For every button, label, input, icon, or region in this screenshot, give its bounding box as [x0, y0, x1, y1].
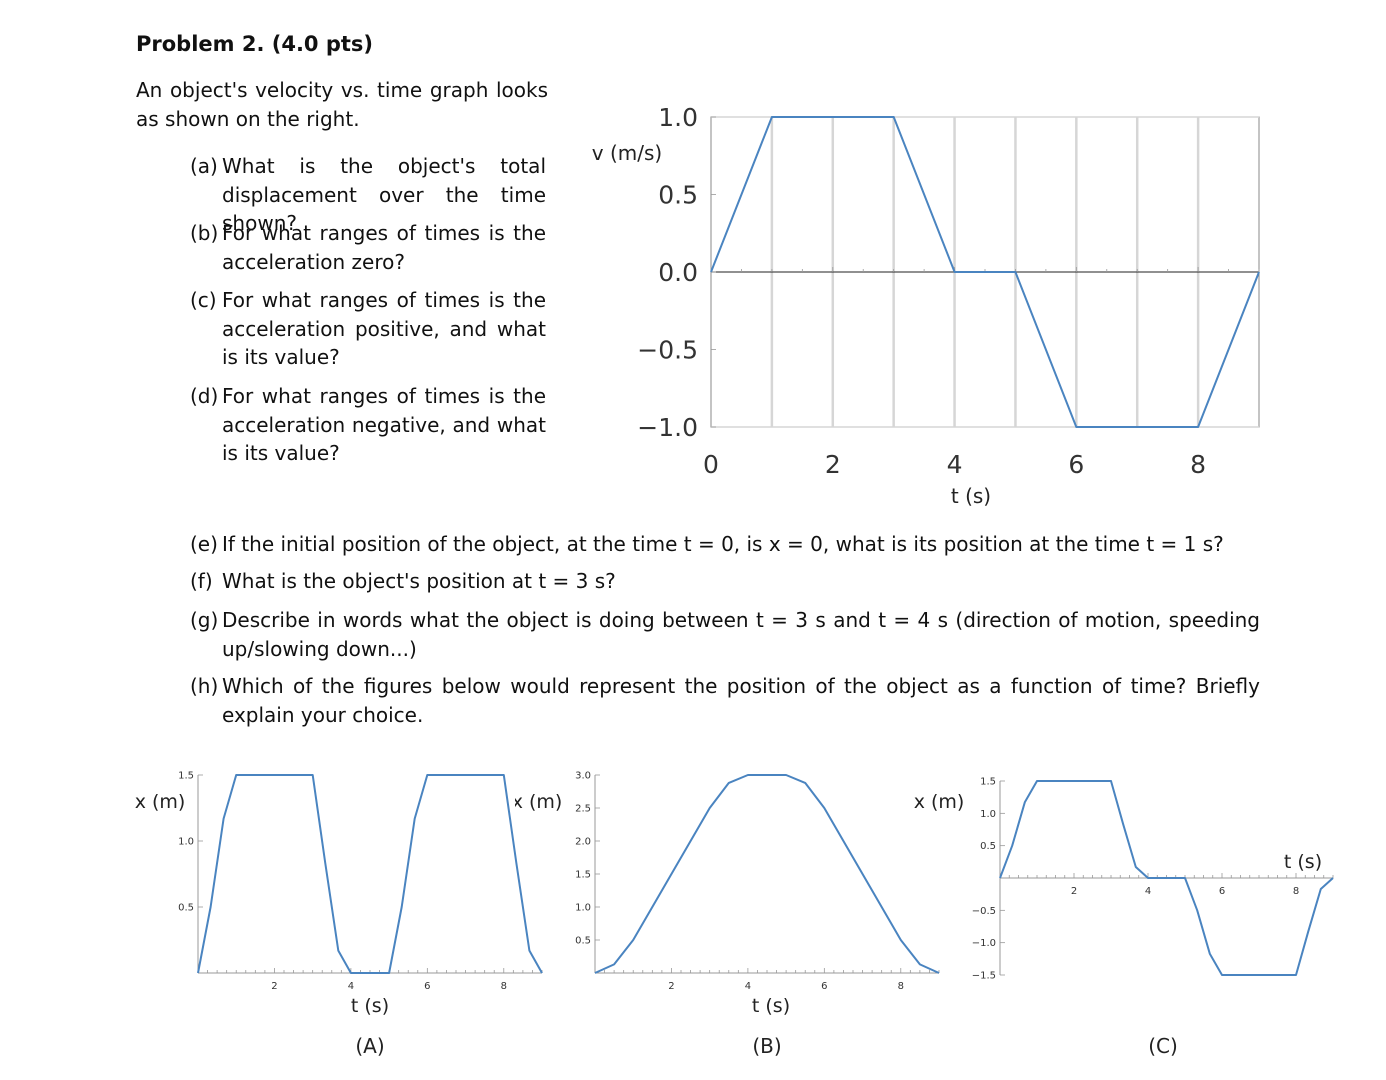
- x-tick-label: 2: [271, 981, 277, 992]
- y-tick-label: 1.0: [178, 837, 194, 848]
- question-f: (f) What is the object's position at t =…: [190, 567, 1260, 596]
- y-axis-label: x (m): [515, 791, 562, 813]
- y-tick-label: 1.5: [178, 771, 194, 782]
- question-label: (g): [190, 608, 219, 632]
- x-tick-label: 6: [424, 981, 430, 992]
- series-line: [197, 774, 543, 974]
- x-tick-label: 2: [668, 981, 674, 992]
- x-tick-label: 6: [821, 981, 827, 992]
- chart-caption: (C): [1148, 1034, 1178, 1058]
- position-chart-c: 2 4 6 8 1.5 1.0 0.5 −0.5 −1.0 −1.5 t (s) x (m) (C): [914, 777, 1334, 1058]
- x-tick-label: 0: [703, 450, 719, 479]
- question-g: (g) Describe in words what the object is…: [190, 606, 1260, 663]
- question-text: What is the object's position at t = 3 s…: [222, 569, 616, 593]
- series-line: [594, 774, 940, 974]
- x-axis-label: t (s): [351, 995, 389, 1017]
- y-tick-label: 0.5: [575, 936, 591, 947]
- problem-intro: An object's velocity vs. time graph look…: [136, 78, 548, 131]
- y-tick-label: −1.0: [637, 413, 698, 442]
- question-label: (c): [190, 288, 217, 312]
- position-chart-b: 2 4 6 8 3.0 2.5 2.0 1.5 1.0 0.5 t (s) x (m) (B): [515, 771, 940, 1058]
- y-tick-label: −1.0: [972, 938, 996, 949]
- chart-caption: (B): [752, 1034, 781, 1058]
- question-label: (e): [190, 532, 218, 556]
- x-axis-label: t (s): [951, 484, 991, 508]
- y-tick-label: 0.5: [178, 903, 194, 914]
- x-tick-label: 8: [1190, 450, 1206, 479]
- x-tick-label: 2: [825, 450, 841, 479]
- y-tick-label: 2.5: [575, 804, 591, 815]
- x-tick-label: 6: [1068, 450, 1084, 479]
- question-d: (d) For what ranges of times is the acce…: [190, 382, 546, 468]
- question-text: Describe in words what the object is doi…: [222, 608, 1260, 661]
- x-tick-label: 8: [501, 981, 507, 992]
- question-text: Which of the figures below would represe…: [222, 674, 1260, 727]
- y-tick-label: −0.5: [972, 906, 996, 917]
- x-tick-label: 8: [1293, 886, 1299, 897]
- question-a: (a) What is the object's total displacem…: [190, 152, 546, 238]
- question-text: For what ranges of times is the accelera…: [222, 384, 546, 465]
- question-label: (f): [190, 569, 213, 593]
- y-tick-label: 1.5: [575, 870, 591, 881]
- question-h: (h) Which of the figures below would rep…: [190, 672, 1260, 729]
- question-text: What is the object's total displacement …: [222, 154, 546, 235]
- y-axis-label: x (m): [135, 791, 186, 813]
- x-tick-label: 4: [947, 450, 963, 479]
- y-tick-label: 1.0: [658, 103, 698, 132]
- velocity-time-chart: 0 2 4 6 8 1.0 0.5 0.0 −0.5 −1.0 t (s) v (m/s): [592, 103, 1260, 508]
- y-tick-label: 2.0: [575, 837, 591, 848]
- x-axis-label: t (s): [1284, 851, 1322, 873]
- y-tick-label: 1.0: [575, 903, 591, 914]
- series-line: [999, 780, 1334, 976]
- x-tick-label: 2: [1071, 886, 1077, 897]
- y-tick-label: 0.5: [980, 841, 996, 852]
- question-label: (b): [190, 221, 219, 245]
- question-label: (a): [190, 154, 218, 178]
- question-e: (e) If the initial position of the objec…: [190, 530, 1260, 559]
- question-c: (c) For what ranges of times is the acce…: [190, 286, 546, 372]
- x-tick-label: 4: [1145, 886, 1151, 897]
- y-tick-label: 3.0: [575, 771, 591, 782]
- y-tick-label: −0.5: [637, 335, 698, 364]
- question-b: (b) For what ranges of times is the acce…: [190, 219, 546, 276]
- position-chart-a: 2 4 6 8 1.5 1.0 0.5 t (s) x (m) (A): [135, 771, 543, 1058]
- y-tick-label: −1.5: [972, 971, 996, 982]
- problem-title: Problem 2. (4.0 pts): [136, 32, 374, 56]
- series-line: [710, 116, 1260, 428]
- x-tick-label: 4: [745, 981, 751, 992]
- question-label: (h): [190, 674, 219, 698]
- x-tick-label: 6: [1219, 886, 1225, 897]
- y-tick-label: 1.5: [980, 777, 996, 788]
- question-text: For what ranges of times is the accelera…: [222, 221, 546, 274]
- y-tick-label: 1.0: [980, 809, 996, 820]
- question-label: (d): [190, 384, 219, 408]
- question-text: For what ranges of times is the accelera…: [222, 288, 546, 369]
- x-axis-label: t (s): [752, 995, 790, 1017]
- y-axis-label: x (m): [914, 791, 965, 813]
- y-tick-label: 0.0: [658, 258, 698, 287]
- y-axis-label: v (m/s): [592, 141, 662, 165]
- chart-caption: (A): [355, 1034, 384, 1058]
- question-text: If the initial position of the object, a…: [222, 532, 1224, 556]
- x-tick-label: 8: [898, 981, 904, 992]
- x-tick-label: 4: [348, 981, 354, 992]
- y-tick-label: 0.5: [658, 180, 698, 209]
